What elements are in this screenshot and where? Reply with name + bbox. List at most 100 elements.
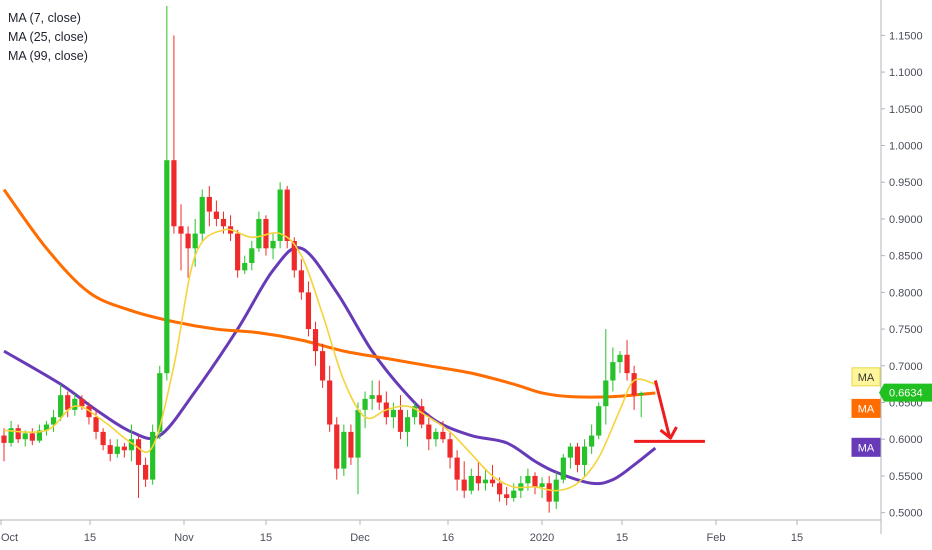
candle-body (213, 211, 219, 219)
legend-ma99[interactable]: MA (99, close) (8, 49, 88, 63)
ma-badge[interactable]: MA (851, 437, 881, 457)
ma99-line (3, 246, 657, 486)
candle-body (72, 398, 78, 410)
candle-body (567, 446, 573, 458)
legend-ma7[interactable]: MA (7, close) (8, 11, 81, 25)
candle (100, 428, 106, 451)
ma25-line (2, 188, 656, 399)
candle-body (22, 433, 28, 440)
candle (581, 439, 588, 476)
candle-body (390, 409, 396, 418)
legend-ma25[interactable]: MA (25, close) (8, 30, 88, 44)
candle (185, 226, 191, 278)
candle-body (412, 406, 418, 418)
candle-body (320, 351, 326, 381)
ma-badge-label: MA (858, 442, 875, 454)
candle-body (617, 354, 623, 363)
candle-body (341, 431, 347, 469)
ma-badge-bg (851, 367, 881, 387)
candle (624, 340, 630, 381)
candle-body (447, 439, 453, 458)
candle (312, 321, 319, 366)
candle-body (277, 189, 283, 241)
candle (213, 200, 219, 227)
candle (178, 204, 184, 271)
candle-body (404, 417, 411, 432)
candle (29, 428, 35, 446)
annotation-arrow-head (659, 426, 678, 440)
candle-body (8, 428, 14, 443)
y-tick-label: 1.1000 (889, 67, 923, 79)
candle-body (426, 424, 432, 440)
badges-group: MA MA MA 0.6634 (851, 367, 932, 457)
candle (447, 431, 453, 469)
candle-body (178, 226, 184, 234)
y-tick-label: 0.8500 (889, 251, 923, 263)
candle (150, 424, 156, 485)
candle (249, 240, 255, 271)
candle-body (589, 435, 595, 447)
candle (617, 351, 623, 374)
candle-body (475, 475, 481, 484)
ma-badge-bg (851, 437, 881, 457)
candle (227, 215, 234, 241)
candle (22, 430, 28, 447)
candle (72, 393, 78, 416)
ma25-line-group (2, 188, 656, 399)
x-tick-label: Nov (174, 532, 194, 544)
candle-body (220, 218, 227, 227)
y-tick-label: 1.0500 (889, 104, 923, 116)
candle (504, 486, 510, 506)
candle (390, 402, 396, 429)
candle-body (199, 196, 205, 234)
candle-body (86, 406, 92, 418)
candle-body (511, 490, 517, 498)
x-tick-label: 15 (260, 532, 272, 544)
candle (199, 189, 205, 241)
candle (355, 402, 361, 495)
y-tick-label: 0.7500 (889, 324, 923, 336)
candle-body (468, 475, 474, 491)
candle (567, 442, 573, 469)
candle-body (546, 483, 552, 502)
y-tick-label: 0.9500 (889, 177, 923, 189)
candles-group (1, 6, 644, 513)
candle (305, 281, 312, 337)
candle (43, 420, 50, 436)
candle (8, 420, 14, 447)
candle-body (43, 424, 50, 431)
candle-body (433, 431, 439, 440)
candle-body (574, 446, 581, 465)
candle (589, 424, 595, 454)
x-tick-label: Feb (707, 532, 726, 544)
candle (574, 442, 581, 473)
candle (341, 424, 347, 476)
current-price-badge: 0.6634 (879, 383, 932, 402)
candle-body (419, 406, 425, 425)
candle-body (107, 445, 113, 454)
annotation-arrow-shaft (653, 380, 671, 438)
annotation-group (634, 380, 705, 443)
candle-body (298, 270, 304, 293)
candle-body (164, 160, 170, 374)
ma-badge[interactable]: MA (851, 398, 881, 418)
candle-body (369, 395, 375, 399)
candle (93, 409, 99, 440)
candle (433, 428, 439, 447)
x-tick-label: 15 (791, 532, 803, 544)
candle (15, 424, 21, 443)
candle-body (610, 362, 616, 381)
candle (638, 391, 644, 418)
candle-body (631, 373, 637, 396)
candle-body (93, 417, 99, 432)
candle (114, 439, 120, 458)
candle (277, 182, 283, 249)
candle-body (334, 424, 340, 469)
ma-badge[interactable]: MA (851, 367, 881, 387)
candle (482, 468, 489, 491)
candle (454, 450, 460, 491)
candle-body (185, 233, 191, 249)
candle-body (79, 398, 85, 407)
candle (412, 402, 418, 425)
